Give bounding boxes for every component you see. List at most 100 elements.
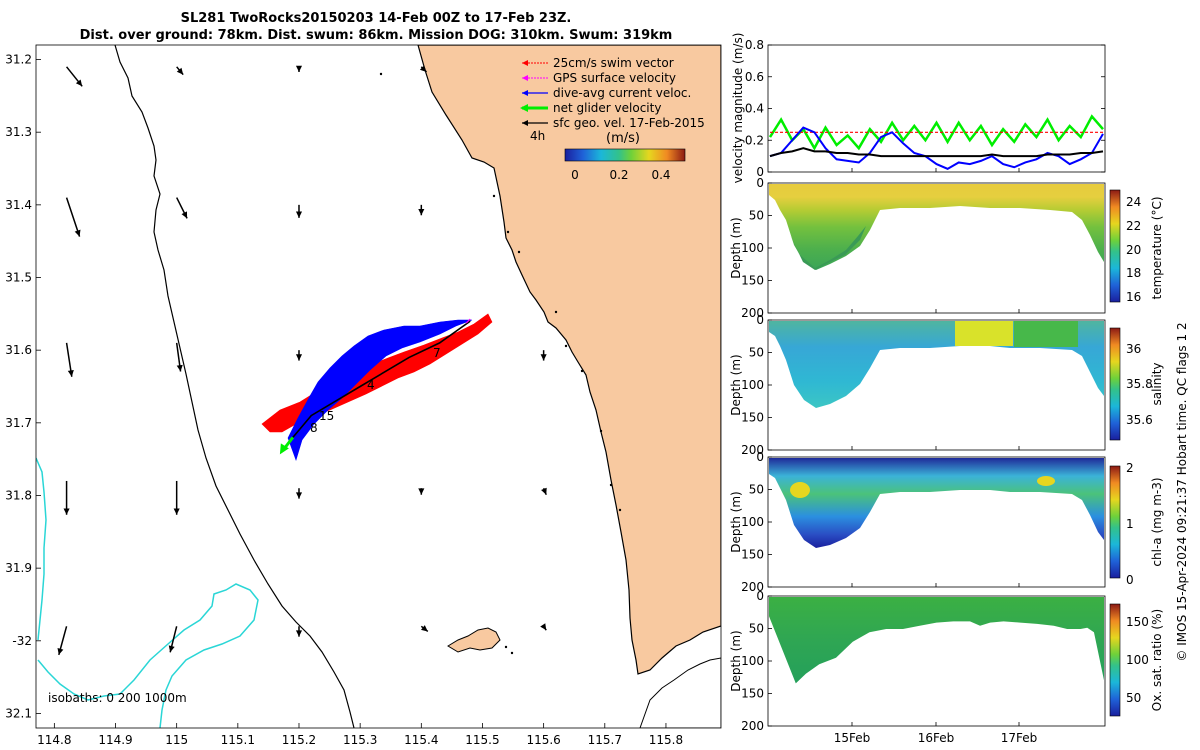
legend-entry-dive-avg: dive-avg current veloc. xyxy=(522,86,691,100)
salinity-section: 36 35.8 35.6 salinity Depth (m) xyxy=(729,319,1164,451)
map-ytick-label: 31.6 xyxy=(5,343,32,357)
map-panel: 15 8 4 7 114.8 114.9 115 115.1 115.2 115.3 115… xyxy=(5,44,722,747)
temperature-section: 24 22 20 18 16 temperature (°C) Depth (m… xyxy=(729,182,1164,314)
depth-tick-label: 100 xyxy=(741,654,764,668)
chlorophyll-cb-tick-2: 2 xyxy=(1126,461,1134,475)
isobath-1000m-upper xyxy=(36,457,47,641)
map-xtick-label: 114.9 xyxy=(98,733,132,747)
salinity-high-patch xyxy=(955,321,1013,346)
map-ytick-label: 31.4 xyxy=(5,198,32,212)
map-xtick-label: 115.5 xyxy=(465,733,499,747)
glider-track xyxy=(292,320,471,438)
geo-velocity-arrow xyxy=(540,350,547,361)
time-tick-label: 15Feb xyxy=(834,731,871,745)
map-x-axis: 114.8 114.9 115 115.1 115.2 115.3 115.4 115.5 11… xyxy=(37,723,683,747)
depth-tick-label: 200 xyxy=(741,443,764,457)
salinity-cb-tick-35-8: 35.8 xyxy=(1126,377,1153,391)
map-xtick-label: 115.8 xyxy=(649,733,683,747)
chlorophyll-section: 2 1 0 chl-a (mg m-3) Depth (m) xyxy=(729,456,1164,588)
map-xtick-label: 115 xyxy=(165,733,188,747)
speed-colorbar xyxy=(564,148,686,162)
salinity-colorbar xyxy=(1109,327,1121,441)
velocity-ylabel: velocity magnitude (m/s) xyxy=(731,33,745,184)
chlorophyll-maximum-left xyxy=(790,482,810,498)
gps-velocity-arrow xyxy=(465,318,471,324)
temperature-cb-tick-18: 18 xyxy=(1126,266,1141,280)
temperature-field xyxy=(769,184,1104,270)
land-mass xyxy=(417,45,721,675)
map-y-axis: 31.2 31.3 31.4 31.5 31.6 31.7 31.8 31.9 -32 32.1 xyxy=(5,53,41,720)
velocity-ytick-label: 0.8 xyxy=(745,38,764,52)
chlorophyll-cb-tick-0: 0 xyxy=(1126,573,1134,587)
velocity-series-line xyxy=(769,126,1104,170)
oxygen-ylabel: Depth (m) xyxy=(729,630,743,691)
map-ytick-label: 32.1 xyxy=(5,706,32,720)
net-glider-velocity-arrow xyxy=(279,436,295,455)
depth-tick-label: 50 xyxy=(749,483,764,497)
depth-tick-label: 50 xyxy=(749,209,764,223)
velocity-panel: 0 0.2 0.4 0.6 0.8 velocity magnitude (m/s) xyxy=(731,33,1106,184)
geo-velocity-arrow xyxy=(295,488,303,499)
oxygen-section: 150 100 50 Ox. sat. ratio (%) Depth (m) xyxy=(729,595,1164,727)
map-ytick-label: 31.3 xyxy=(5,125,32,139)
track-label-4: 4 xyxy=(367,378,375,392)
legend-entry-net-glider: net glider velocity xyxy=(520,101,661,115)
dive-avg-current-vectors xyxy=(287,319,473,461)
inlet xyxy=(639,657,721,728)
geo-velocity-arrow xyxy=(540,623,547,631)
map-xtick-label: 115.1 xyxy=(221,733,255,747)
depth-tick-label: 50 xyxy=(749,346,764,360)
map-ytick-label: 31.2 xyxy=(5,53,32,67)
section-depth-axes: 0501001502000501001502000501001502000501… xyxy=(741,176,772,733)
map-legend: 25cm/s swim vector GPS surface velocity … xyxy=(520,56,705,182)
depth-tick-label: 200 xyxy=(741,719,764,733)
chlorophyll-ylabel: Depth (m) xyxy=(729,491,743,552)
oxygen-colorbar-label: Ox. sat. ratio (%) xyxy=(1150,609,1164,711)
geo-velocity-arrow xyxy=(420,625,429,633)
oxygen-colorbar xyxy=(1109,603,1121,717)
salinity-cb-tick-36: 36 xyxy=(1126,342,1141,356)
velocity-y-axis: 0 0.2 0.4 0.6 0.8 xyxy=(745,38,1105,179)
geo-velocity-arrow xyxy=(65,66,83,87)
velocity-ytick-label: 0 xyxy=(756,165,764,179)
temperature-deep-field xyxy=(790,226,866,270)
geo-velocity-arrow xyxy=(63,480,70,515)
temperature-cb-tick-20: 20 xyxy=(1126,243,1141,257)
geo-velocity-arrow xyxy=(65,197,81,237)
figure-title-line1: SL281 TwoRocks20150203 14-Feb 00Z to 17-… xyxy=(181,11,572,26)
legend-label-dive-avg: dive-avg current veloc. xyxy=(553,86,691,100)
colorbar-title: (m/s) xyxy=(606,131,640,146)
legend-interval-label: 4h xyxy=(530,129,545,143)
geo-velocity-arrow xyxy=(57,626,68,656)
geo-velocity-arrow xyxy=(295,65,303,72)
geo-velocity-arrow xyxy=(418,488,425,495)
depth-tick-label: 150 xyxy=(741,274,764,288)
depth-tick-label: 150 xyxy=(741,411,764,425)
geo-velocity-arrow xyxy=(175,342,183,372)
velocity-ytick-label: 0.6 xyxy=(745,70,764,84)
legend-label-net-glider: net glider velocity xyxy=(553,101,661,115)
map-vectors xyxy=(57,65,547,656)
map-xtick-label: 115.2 xyxy=(282,733,316,747)
chlorophyll-colorbar-label: chl-a (mg m-3) xyxy=(1150,477,1164,566)
legend-entry-gps: GPS surface velocity xyxy=(522,71,676,85)
geo-velocity-arrow xyxy=(168,626,178,653)
map-ytick-label: -32 xyxy=(12,634,32,648)
legend-label-gps: GPS surface velocity xyxy=(553,71,676,85)
depth-tick-label: 0 xyxy=(756,589,764,603)
geo-velocity-arrow xyxy=(295,626,303,637)
map-ytick-label: 31.7 xyxy=(5,416,32,430)
chlorophyll-maximum-right xyxy=(1037,476,1055,486)
map-xtick-label: 115.7 xyxy=(588,733,622,747)
map-xtick-label: 115.6 xyxy=(526,733,560,747)
colorbar-tick-0: 0 xyxy=(571,168,579,182)
salinity-cb-tick-35-6: 35.6 xyxy=(1126,413,1153,427)
track-label-7: 7 xyxy=(433,346,441,360)
map-ytick-label: 31.5 xyxy=(5,271,32,285)
temperature-colorbar-label: temperature (°C) xyxy=(1150,197,1164,300)
temperature-colorbar xyxy=(1109,189,1121,303)
depth-tick-label: 200 xyxy=(741,306,764,320)
track-label-8: 8 xyxy=(310,421,318,435)
velocity-axes xyxy=(767,44,1106,173)
geo-velocity-arrow xyxy=(175,197,188,219)
